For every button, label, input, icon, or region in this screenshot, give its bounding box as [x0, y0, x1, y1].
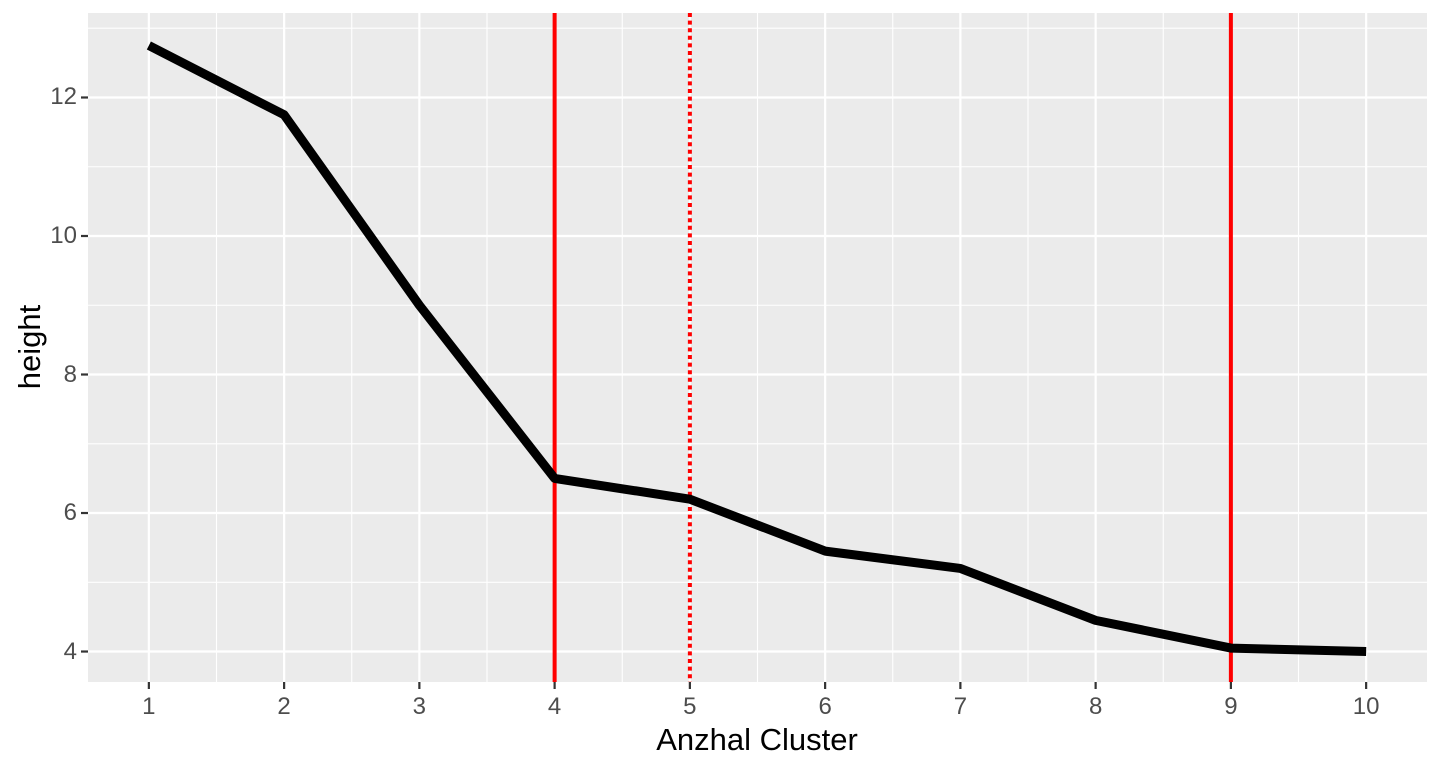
- x-tick-label-10: 10: [1352, 693, 1380, 720]
- series-line-height: [146, 41, 1367, 657]
- y-tick-label-8: 8: [63, 360, 77, 388]
- x-tick-label-7: 7: [953, 693, 968, 720]
- y-tick-label-12: 12: [50, 83, 77, 111]
- x-tick-label-6: 6: [818, 693, 832, 720]
- x-tick-label-3: 3: [412, 693, 427, 720]
- y-tick-label-10: 10: [50, 222, 77, 249]
- x-axis-title: Anzhal Cluster: [656, 722, 858, 757]
- y-tick-label-6: 6: [63, 499, 77, 527]
- x-tick-label-5: 5: [683, 693, 697, 720]
- x-tick-label-1: 1: [142, 693, 156, 720]
- x-tick-label-4: 4: [547, 693, 562, 720]
- y-tick-label-4: 4: [63, 637, 77, 665]
- x-tick-label-9: 9: [1224, 693, 1238, 720]
- x-tick-label-2: 2: [277, 693, 291, 720]
- x-tick-label-8: 8: [1088, 693, 1103, 720]
